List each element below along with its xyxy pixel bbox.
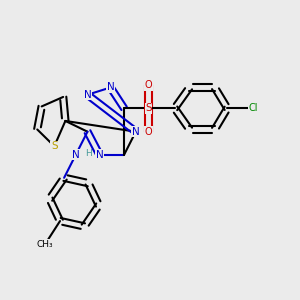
Text: N: N xyxy=(72,150,80,160)
Text: S: S xyxy=(145,103,152,113)
Text: N: N xyxy=(84,90,91,100)
Text: Cl: Cl xyxy=(249,103,258,113)
Text: N: N xyxy=(96,150,103,160)
Text: N: N xyxy=(132,127,140,137)
Text: S: S xyxy=(51,141,58,151)
Text: H: H xyxy=(85,149,92,158)
Text: O: O xyxy=(145,80,152,90)
Text: CH₃: CH₃ xyxy=(37,240,53,249)
Text: O: O xyxy=(145,127,152,137)
Text: N: N xyxy=(107,82,114,92)
